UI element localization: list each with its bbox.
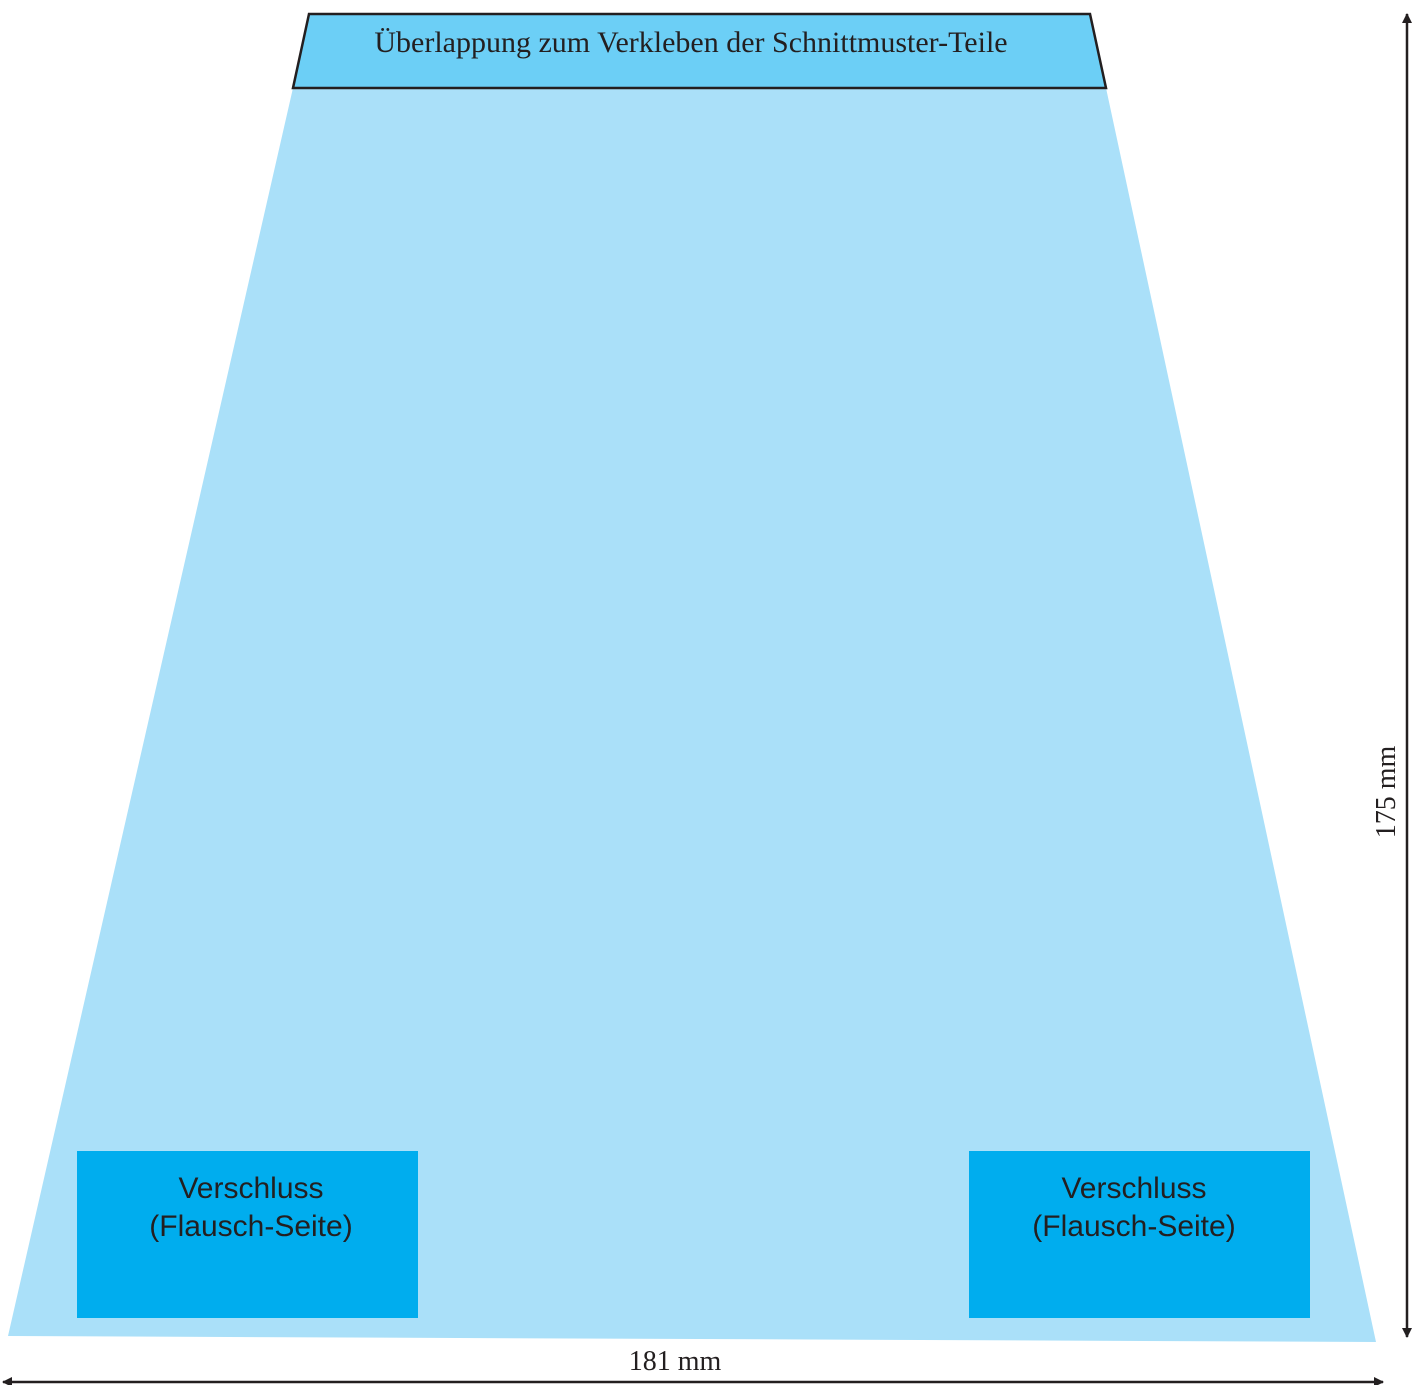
height-dimension-label: 175 mm [1371,746,1402,839]
pattern-piece [8,88,1376,1342]
fastener-right-title: Verschluss [1061,1172,1206,1205]
overlap-tab [291,12,1108,90]
fastener-left-patch [77,1151,418,1318]
fastener-right-subtitle: (Flausch-Seite) [1032,1210,1235,1243]
fastener-right: Verschluss (Flausch-Seite) [969,1151,1310,1318]
fastener-left: Verschluss (Flausch-Seite) [77,1151,418,1318]
fastener-left-title: Verschluss [178,1172,323,1205]
overlap-tab-label: Überlappung zum Verkleben der Schnittmus… [374,26,1007,59]
width-dimension-label: 181 mm [629,1346,722,1377]
fastener-left-subtitle: (Flausch-Seite) [149,1210,352,1243]
fastener-right-patch [969,1151,1310,1318]
